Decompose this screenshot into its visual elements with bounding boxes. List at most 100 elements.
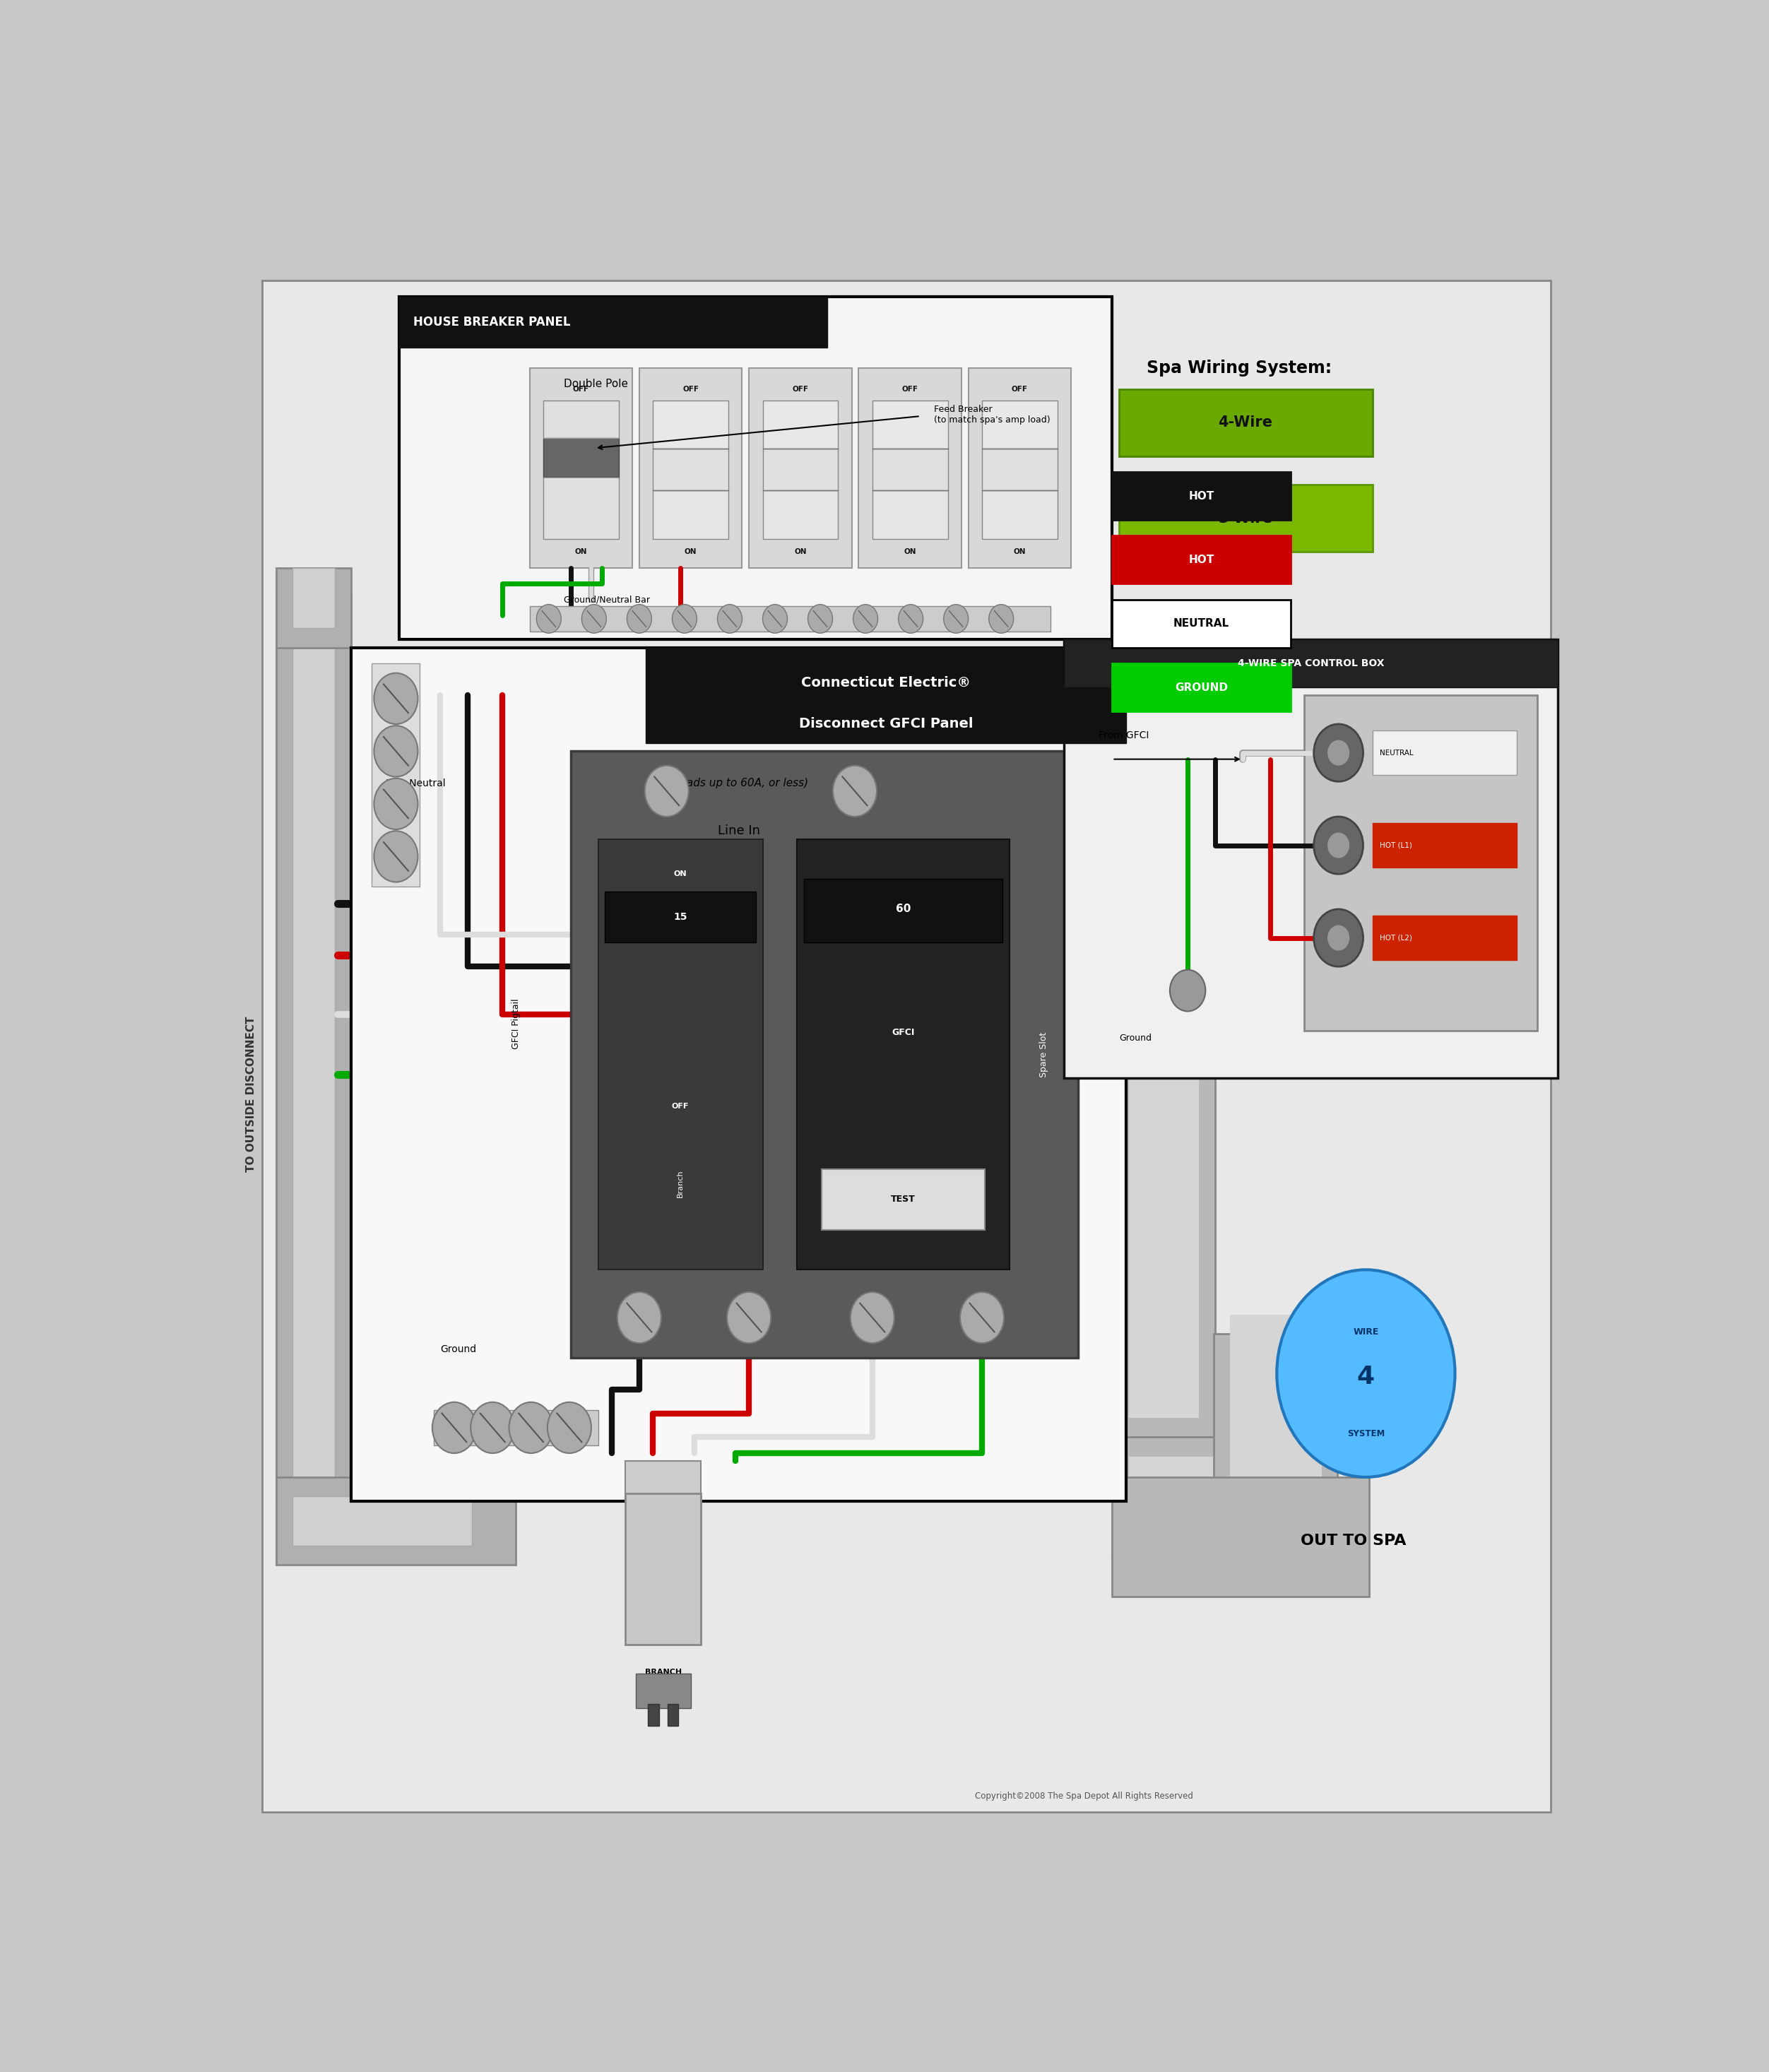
Text: OFF: OFF [683,385,699,392]
Text: 3-Wire: 3-Wire [1219,512,1272,526]
Text: ON: ON [685,549,697,555]
Circle shape [1277,1270,1454,1477]
Circle shape [432,1403,476,1452]
Bar [803,879,1003,943]
Text: ON: ON [575,549,587,555]
Bar [635,1674,690,1709]
Circle shape [1327,740,1350,765]
Circle shape [373,831,417,883]
Circle shape [509,1403,554,1452]
Circle shape [672,605,697,634]
Text: GROUND: GROUND [1175,682,1228,692]
Text: 60: 60 [895,903,911,914]
Bar [400,296,1113,640]
Text: ON: ON [1014,549,1026,555]
Text: Ground: Ground [1120,1034,1152,1042]
Bar [292,593,334,1500]
Text: 4-WIRE SPA CONTROL BOX: 4-WIRE SPA CONTROL BOX [1238,659,1385,669]
Text: HOT: HOT [1189,555,1214,566]
Bar [647,1703,660,1726]
Text: Line Neutral: Line Neutral [386,779,446,787]
Circle shape [1327,833,1350,858]
Circle shape [536,605,561,634]
Circle shape [762,605,787,634]
Bar [529,369,633,568]
Circle shape [899,605,923,634]
Text: Ground: Ground [440,1345,476,1355]
Bar [433,1411,598,1446]
Bar [543,400,619,437]
Text: GFCI: GFCI [892,1028,915,1038]
Bar [639,369,741,568]
Bar [762,450,839,491]
Bar [276,593,352,1500]
Bar [1113,599,1290,649]
Text: ON: ON [794,549,807,555]
Bar [762,400,839,450]
Bar [762,491,839,539]
Bar [1214,1334,1337,1556]
Bar [653,450,729,491]
Circle shape [373,673,417,723]
Bar [982,400,1058,450]
Bar [598,839,762,1270]
Circle shape [727,1293,771,1343]
Bar [276,568,352,649]
Text: GFCI Pigtail: GFCI Pigtail [511,999,520,1048]
Text: Disconnect GFCI Panel: Disconnect GFCI Panel [800,717,973,731]
Bar [1373,823,1516,868]
Circle shape [1314,910,1364,968]
Text: Double Pole: Double Pole [564,379,628,390]
Text: HOUSE BREAKER PANEL: HOUSE BREAKER PANEL [412,315,570,327]
Circle shape [644,765,688,816]
Circle shape [1327,924,1350,951]
Text: ON: ON [904,549,916,555]
Bar [1065,640,1558,1077]
Text: Spare Slot: Spare Slot [1038,1032,1049,1077]
Text: HOT (L1): HOT (L1) [1380,841,1412,850]
Text: Line In: Line In [718,825,761,837]
Circle shape [961,1293,1005,1343]
Circle shape [833,765,877,816]
Bar [667,1703,678,1726]
Bar [371,663,419,887]
Circle shape [989,605,1014,634]
Bar [1129,1457,1267,1537]
Circle shape [853,605,877,634]
Circle shape [582,605,607,634]
Text: OFF: OFF [573,385,589,392]
Text: Connecticut Electric®: Connecticut Electric® [801,675,971,690]
Bar [653,491,729,539]
Circle shape [1169,970,1205,1011]
Text: (Loads up to 60A, or less): (Loads up to 60A, or less) [669,777,808,789]
Bar [1120,390,1373,456]
Bar [1373,731,1516,775]
Circle shape [547,1403,591,1452]
Bar [276,1477,517,1564]
Bar [982,450,1058,491]
Circle shape [373,725,417,777]
Text: Feed Breaker
(to match spa's amp load): Feed Breaker (to match spa's amp load) [934,404,1051,425]
Text: HOT (L2): HOT (L2) [1380,934,1412,941]
Bar [292,568,334,628]
Text: Copyright©2008 The Spa Depot All Rights Reserved: Copyright©2008 The Spa Depot All Rights … [975,1792,1194,1801]
Bar [872,450,948,491]
Circle shape [617,1293,662,1343]
Bar [1113,663,1290,711]
Bar [858,369,961,568]
Bar [1113,537,1290,584]
Bar [821,1169,985,1231]
Circle shape [718,605,741,634]
Circle shape [808,605,833,634]
Bar [1113,1477,1369,1598]
Bar [796,839,1010,1270]
Text: TEST: TEST [892,1196,916,1204]
Text: Branch: Branch [678,1169,685,1198]
Circle shape [471,1403,515,1452]
Bar [1304,696,1537,1030]
Bar [748,369,851,568]
Bar [1373,916,1516,959]
Bar [1120,485,1373,551]
Bar [982,491,1058,539]
Text: TO OUTSIDE DISCONNECT: TO OUTSIDE DISCONNECT [246,1017,257,1173]
